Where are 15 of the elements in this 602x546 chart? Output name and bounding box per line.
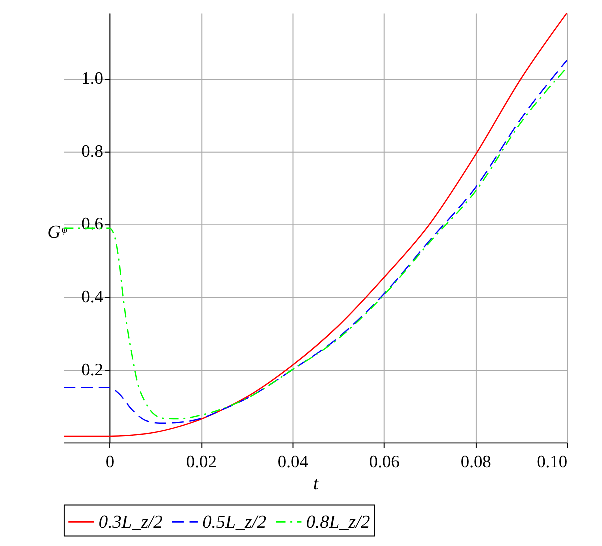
x-tick-label: 0.06 (369, 451, 400, 472)
x-tick-label: 0.10 (537, 451, 568, 472)
x-tick-label: 0.08 (460, 451, 492, 472)
y-tick-label: 0.8 (82, 140, 104, 161)
legend-label: 0.5L_z/2 (202, 512, 267, 532)
x-tick-label: 0.02 (186, 451, 217, 472)
legend-label: 0.3L_z/2 (98, 512, 163, 532)
y-axis-title: Gᵠ (48, 222, 68, 242)
y-tick-label: 0.2 (82, 359, 104, 380)
x-tick-label: 0 (106, 451, 115, 472)
x-tick-label: 0.04 (278, 451, 309, 472)
y-tick-label: 1.0 (82, 68, 104, 88)
y-tick-label: 0.4 (82, 286, 104, 306)
legend-label: 0.8L_z/2 (306, 512, 370, 532)
x-axis-title: t (313, 474, 320, 494)
